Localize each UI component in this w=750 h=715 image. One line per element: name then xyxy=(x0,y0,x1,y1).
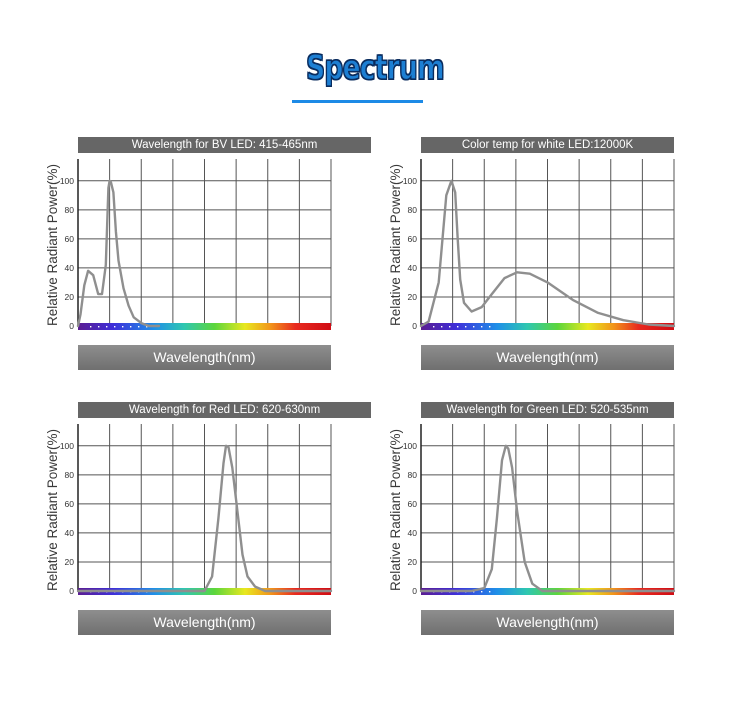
y-axis-label: Relative Radiant Power(%) xyxy=(45,163,60,327)
title-underline xyxy=(292,100,423,103)
chart-title: Color temp for white LED:12000K xyxy=(421,137,674,153)
chart-title: Wavelength for BV LED: 415-465nm xyxy=(78,137,371,153)
chart-title: Wavelength for Green LED: 520-535nm xyxy=(421,402,674,418)
strip-dot xyxy=(481,326,483,328)
y-tick-label: 40 xyxy=(408,528,418,538)
y-tick-label: 40 xyxy=(408,263,418,273)
y-tick-label: 100 xyxy=(60,441,74,451)
y-axis-label: Relative Radiant Power(%) xyxy=(388,163,403,327)
chart-plot-area: 0 20 40 60 80 100 xyxy=(60,424,333,596)
y-tick-label: 100 xyxy=(60,176,74,186)
strip-dot xyxy=(90,326,92,328)
x-axis-label: Wavelength(nm) xyxy=(421,610,674,635)
chart-plot-area: 0 20 40 60 80 100 xyxy=(403,424,676,596)
strip-dot xyxy=(473,326,475,328)
y-tick-label: 0 xyxy=(69,586,74,596)
x-axis-label: Wavelength(nm) xyxy=(421,345,674,370)
y-tick-label: 0 xyxy=(412,586,417,596)
spectrum-strip xyxy=(78,323,331,330)
y-tick-label: 60 xyxy=(408,234,418,244)
y-tick-label: 80 xyxy=(65,205,75,215)
y-tick-label: 20 xyxy=(65,292,75,302)
y-tick-label: 0 xyxy=(69,321,74,331)
x-axis-label: Wavelength(nm) xyxy=(78,610,331,635)
y-tick-label: 40 xyxy=(65,263,75,273)
y-tick-label: 100 xyxy=(403,176,417,186)
strip-dot xyxy=(146,326,148,328)
y-tick-label: 60 xyxy=(65,234,75,244)
chart-panel-bv: Wavelength for BV LED: 415-465nm 0 20 40 60… xyxy=(41,137,371,377)
strip-dot xyxy=(489,591,491,593)
series-line xyxy=(76,444,333,593)
series-line xyxy=(419,444,676,593)
y-tick-label: 60 xyxy=(408,499,418,509)
y-tick-label: 20 xyxy=(65,557,75,567)
grid xyxy=(77,424,332,591)
chart-title: Wavelength for Red LED: 620-630nm xyxy=(78,402,371,418)
page-title: Spectrum xyxy=(306,47,446,88)
strip-dot xyxy=(449,326,451,328)
y-axis-label: Relative Radiant Power(%) xyxy=(388,428,403,592)
strip-dot xyxy=(106,326,108,328)
y-tick-label: 100 xyxy=(403,441,417,451)
y-tick-label: 80 xyxy=(408,205,418,215)
strip-dot xyxy=(114,326,116,328)
series-line xyxy=(419,179,676,328)
strip-dot xyxy=(138,326,140,328)
y-tick-label: 60 xyxy=(65,499,75,509)
strip-dot xyxy=(457,326,459,328)
strip-dot xyxy=(130,326,132,328)
strip-dot xyxy=(433,326,435,328)
spectrum-strip xyxy=(421,323,674,330)
chart-plot-area: 0 20 40 60 80 100 xyxy=(403,159,676,331)
x-axis-label: Wavelength(nm) xyxy=(78,345,331,370)
chart-panel-red: Wavelength for Red LED: 620-630nm 0 20 40 6… xyxy=(41,402,371,642)
chart-panel-white: Color temp for white LED:12000K 0 20 40 60 8… xyxy=(384,137,714,377)
strip-dot xyxy=(122,326,124,328)
y-tick-label: 0 xyxy=(412,321,417,331)
y-tick-label: 40 xyxy=(65,528,75,538)
y-tick-label: 20 xyxy=(408,292,418,302)
grid xyxy=(420,424,675,591)
strip-dot xyxy=(98,326,100,328)
chart-plot-area: 0 20 40 60 80 100 xyxy=(60,159,332,331)
y-tick-label: 20 xyxy=(408,557,418,567)
y-tick-label: 80 xyxy=(408,470,418,480)
strip-dot xyxy=(441,326,443,328)
strip-dot xyxy=(489,326,491,328)
strip-dot xyxy=(465,326,467,328)
chart-panel-green: Wavelength for Green LED: 520-535nm 0 20 4… xyxy=(384,402,714,642)
series-line xyxy=(76,179,161,328)
strip-dot xyxy=(481,591,483,593)
y-tick-label: 80 xyxy=(65,470,75,480)
y-axis-label: Relative Radiant Power(%) xyxy=(45,428,60,592)
